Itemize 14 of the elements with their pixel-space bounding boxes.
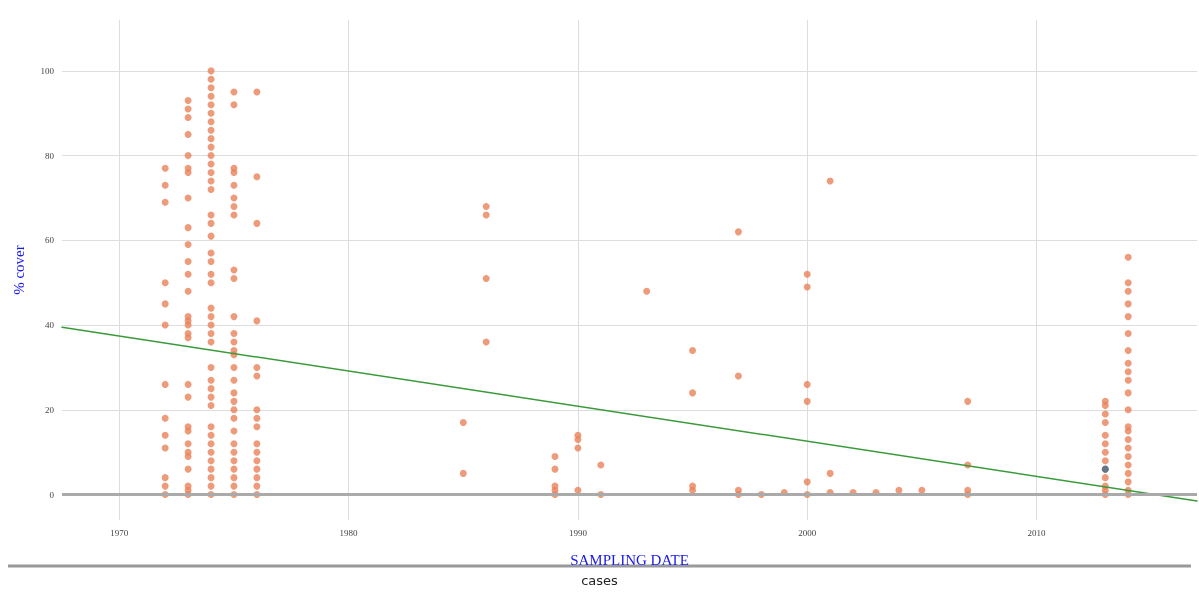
y-tick-label: 40: [45, 320, 55, 331]
y-tick-label: 100: [40, 65, 55, 76]
x-axis-title: SAMPLING DATE: [570, 551, 689, 568]
y-tick-label: 20: [45, 404, 55, 415]
y-tick-label: 80: [45, 150, 55, 161]
x-tick-label: 1970: [110, 527, 129, 538]
y-tick-label: 60: [45, 235, 55, 246]
x-tick-label: 2000: [798, 527, 817, 538]
x-tick-label: 1990: [568, 527, 588, 538]
x-tick-label: 1980: [339, 527, 359, 538]
x-tick-label: 2010: [1027, 527, 1046, 538]
y-axis-title: % cover: [10, 245, 27, 295]
text: cases: [581, 573, 619, 588]
y-tick-label: 0: [49, 489, 55, 500]
